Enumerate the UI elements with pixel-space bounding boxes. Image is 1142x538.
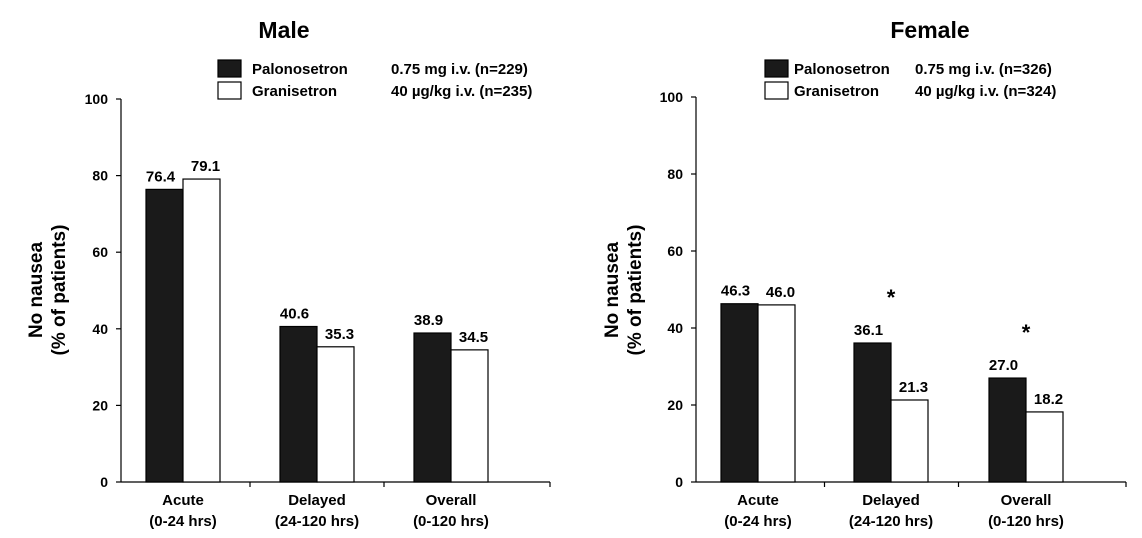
male-category-label: Delayed <box>288 492 346 509</box>
female-legend-dose: 0.75 mg i.v. (n=326) <box>915 61 1052 78</box>
female-data-label: 46.3 <box>721 283 750 300</box>
female-data-label: 46.0 <box>766 284 795 301</box>
male-bar-granisetron <box>182 178 221 483</box>
female-y-axis-label-line: (% of patients) <box>625 225 646 356</box>
female-y-tick-label: 80 <box>667 166 683 182</box>
male-y-axis-label: No nausea (% of patients) <box>26 225 70 356</box>
female-category-label: Acute <box>737 492 779 509</box>
male-category-sublabel: (0-24 hrs) <box>149 513 217 530</box>
female-chart: Female No nausea (% of patients) 0 20 40 60 80 1… <box>602 17 1127 530</box>
male-category-sublabel: (24-120 hrs) <box>275 513 359 530</box>
male-legend-dose: 40 µg/kg i.v. (n=235) <box>391 83 532 100</box>
male-y-tick-label: 20 <box>92 397 108 413</box>
male-y-axis-label-line: (% of patients) <box>49 225 70 356</box>
male-y-tick-label: 60 <box>92 244 108 260</box>
female-significance-marker: * <box>1022 320 1031 345</box>
female-significance-marker: * <box>887 285 896 310</box>
female-y-tick-label: 0 <box>675 474 683 490</box>
male-data-label: 34.5 <box>459 329 488 346</box>
female-y-tick-label: 40 <box>667 320 683 336</box>
male-y-tick-label: 40 <box>92 321 108 337</box>
male-chart-panel: Male No nausea (% of patients) 0 20 40 60 80 100… <box>26 17 551 530</box>
male-category-sublabel: (0-120 hrs) <box>413 513 489 530</box>
female-bar-palonosetron <box>988 377 1027 483</box>
male-legend-swatch-palonosetron <box>217 59 242 78</box>
male-data-label: 40.6 <box>280 306 309 323</box>
male-y-tick-label: 100 <box>85 91 109 107</box>
female-y-tick-label: 20 <box>667 397 683 413</box>
female-data-label: 36.1 <box>854 322 883 339</box>
female-bar-granisetron <box>757 304 796 483</box>
female-bar-palonosetron <box>853 342 892 483</box>
male-chart: Male No nausea (% of patients) 0 20 40 60 80 100… <box>26 17 551 530</box>
male-category-label: Overall <box>426 492 477 509</box>
female-chart-title: Female <box>890 17 969 43</box>
female-y-tick-label: 60 <box>667 243 683 259</box>
male-chart-title: Male <box>258 17 309 43</box>
male-data-label: 76.4 <box>146 168 176 185</box>
female-data-label: 18.2 <box>1034 391 1063 408</box>
male-data-label: 35.3 <box>325 326 354 343</box>
male-legend-name: Palonosetron <box>252 61 348 78</box>
female-legend-name: Granisetron <box>794 83 879 100</box>
female-legend-swatch-palonosetron <box>764 59 789 78</box>
female-legend-swatch-granisetron <box>764 81 789 100</box>
male-bar-palonosetron <box>279 325 318 483</box>
male-legend-dose: 0.75 mg i.v. (n=229) <box>391 61 528 78</box>
female-bar-granisetron <box>890 399 929 483</box>
male-y-tick-label: 80 <box>92 168 108 184</box>
female-category-sublabel: (24-120 hrs) <box>849 513 933 530</box>
female-data-label: 27.0 <box>989 357 1018 374</box>
male-y-axis-label-line: No nausea <box>26 242 47 339</box>
female-y-axis-label-line: No nausea <box>602 242 623 339</box>
female-y-tick-label: 100 <box>660 89 684 105</box>
male-category-label: Acute <box>162 492 204 509</box>
male-legend-name: Granisetron <box>252 83 337 100</box>
female-legend-dose: 40 µg/kg i.v. (n=324) <box>915 83 1056 100</box>
male-bar-palonosetron <box>413 332 452 483</box>
female-y-axis-label: No nausea (% of patients) <box>602 225 646 356</box>
male-bar-palonosetron <box>145 188 184 483</box>
female-legend-name: Palonosetron <box>794 61 890 78</box>
female-category-label: Overall <box>1001 492 1052 509</box>
female-bar-palonosetron <box>720 303 759 483</box>
male-legend-swatch-granisetron <box>217 81 242 100</box>
female-data-label: 21.3 <box>899 379 928 396</box>
female-category-label: Delayed <box>862 492 920 509</box>
female-chart-panel: Female No nausea (% of patients) 0 20 40 60 80 1… <box>571 0 1142 538</box>
male-data-label: 38.9 <box>414 312 443 329</box>
female-category-sublabel: (0-120 hrs) <box>988 513 1064 530</box>
male-data-label: 79.1 <box>191 158 220 175</box>
female-category-sublabel: (0-24 hrs) <box>724 513 792 530</box>
male-y-tick-label: 0 <box>100 474 108 490</box>
female-bar-granisetron <box>1025 411 1064 483</box>
male-bar-granisetron <box>450 349 489 483</box>
male-bar-granisetron <box>316 346 355 483</box>
